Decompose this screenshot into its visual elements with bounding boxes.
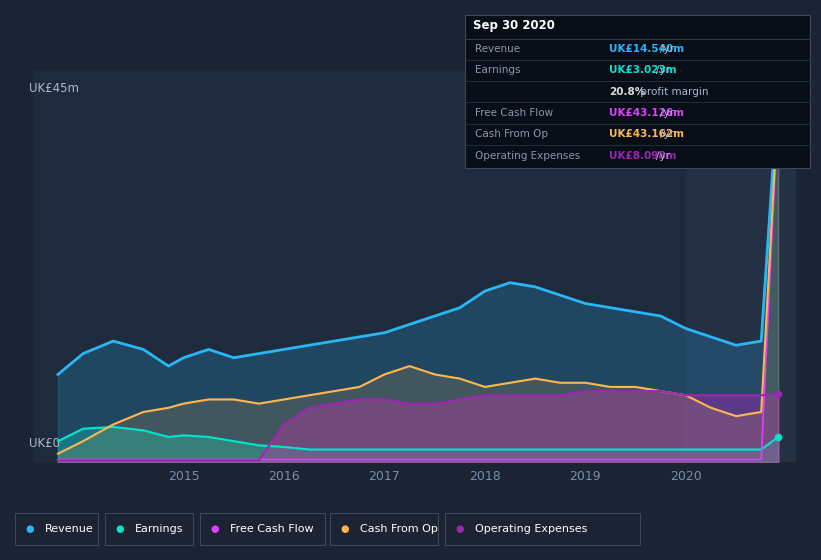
Text: Revenue: Revenue: [475, 44, 520, 54]
Text: UK£43.126m: UK£43.126m: [608, 108, 684, 118]
Text: Earnings: Earnings: [135, 524, 183, 534]
Text: Sep 30 2020: Sep 30 2020: [473, 20, 555, 32]
Text: UK£45m: UK£45m: [29, 82, 79, 95]
Text: Revenue: Revenue: [44, 524, 94, 534]
Point: [772, 432, 785, 441]
Text: ●: ●: [25, 524, 34, 534]
Text: /yr: /yr: [660, 129, 674, 139]
Text: UK£8.098m: UK£8.098m: [608, 151, 677, 161]
Text: UK£14.540m: UK£14.540m: [608, 44, 684, 54]
Text: /yr: /yr: [660, 108, 674, 118]
Text: Cash From Op: Cash From Op: [475, 129, 548, 139]
Text: UK£0: UK£0: [29, 437, 60, 450]
Bar: [686, 70, 796, 462]
Text: /yr: /yr: [660, 44, 674, 54]
Point: [772, 82, 785, 91]
Text: Operating Expenses: Operating Expenses: [475, 524, 587, 534]
Text: ●: ●: [210, 524, 219, 534]
Text: Earnings: Earnings: [475, 66, 521, 76]
Text: 20.8%: 20.8%: [608, 87, 645, 97]
Text: ●: ●: [341, 524, 349, 534]
Text: ●: ●: [456, 524, 464, 534]
Text: /yr: /yr: [656, 151, 670, 161]
Text: UK£43.162m: UK£43.162m: [608, 129, 684, 139]
Text: Operating Expenses: Operating Expenses: [475, 151, 580, 161]
Text: /yr: /yr: [656, 66, 670, 76]
Text: Free Cash Flow: Free Cash Flow: [475, 108, 553, 118]
Point: [772, 97, 785, 106]
Text: profit margin: profit margin: [636, 87, 708, 97]
Text: UK£3.023m: UK£3.023m: [608, 66, 677, 76]
Text: Cash From Op: Cash From Op: [360, 524, 438, 534]
Point: [772, 390, 785, 399]
Text: Free Cash Flow: Free Cash Flow: [230, 524, 313, 534]
Text: ●: ●: [116, 524, 124, 534]
